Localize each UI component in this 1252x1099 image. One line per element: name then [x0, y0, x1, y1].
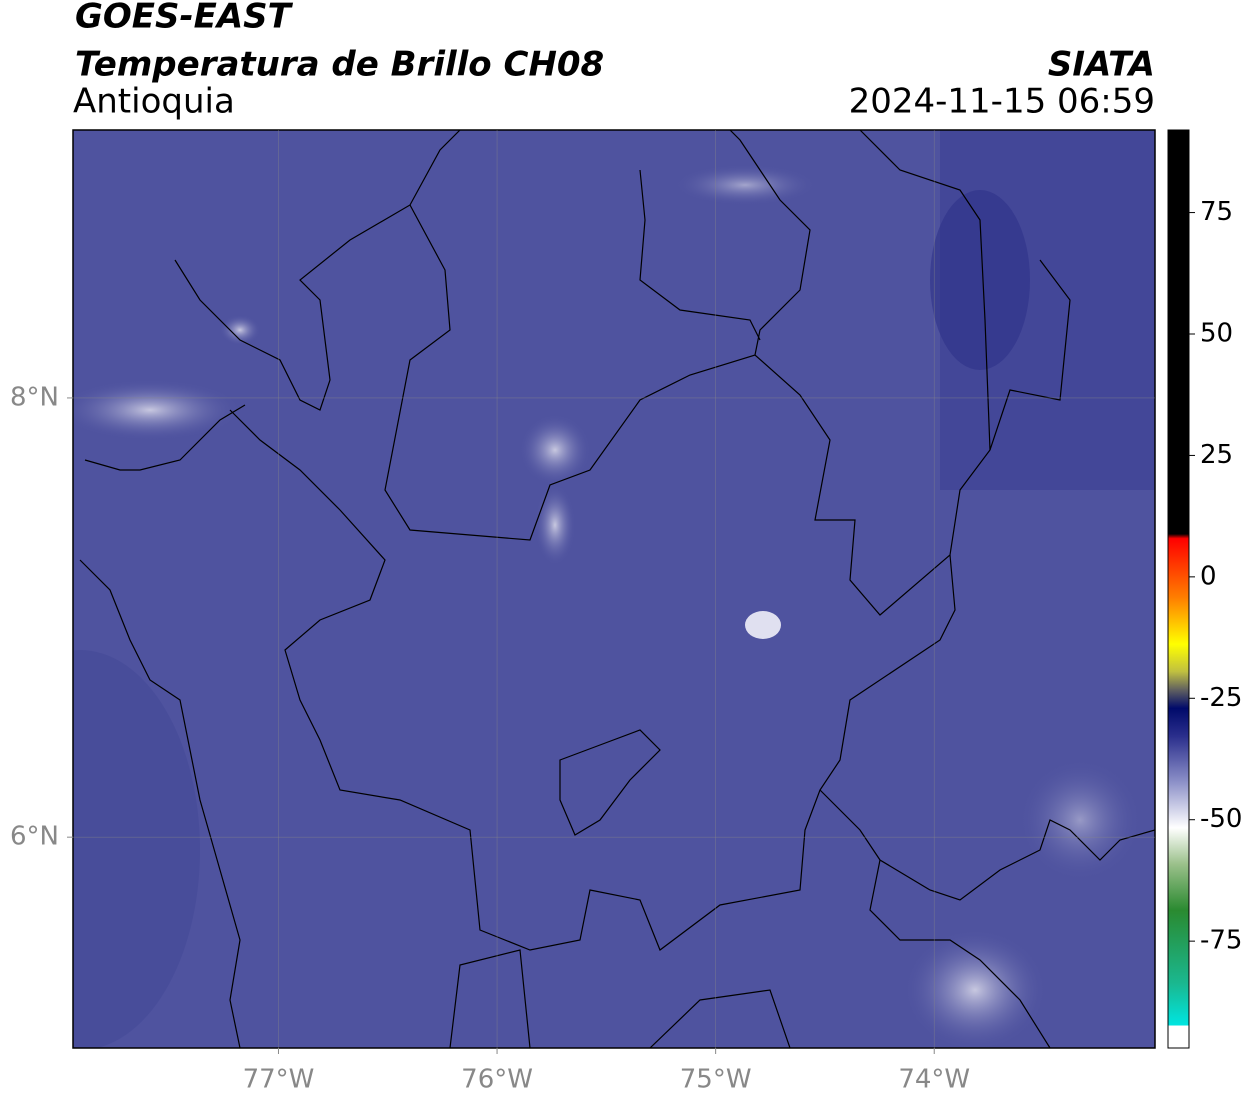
x-tick-label: 75°W: [680, 1065, 752, 1095]
map-image: [73, 130, 1155, 1048]
source: SIATA: [1048, 45, 1155, 85]
map-frame: [72, 129, 1156, 1049]
x-tick-label: 77°W: [243, 1065, 315, 1095]
colorbar-tick-label: -50: [1200, 804, 1242, 834]
y-tick-label: 8°N: [10, 382, 59, 412]
satellite-title: GOES-EAST: [75, 0, 294, 37]
x-tick-label: 74°W: [898, 1065, 970, 1095]
x-tick-label: 76°W: [461, 1065, 533, 1095]
region: Antioquia: [73, 82, 235, 122]
y-tick-label: 6°N: [10, 822, 59, 852]
colorbar: [1167, 129, 1190, 1049]
colorbar-tick-label: 75: [1200, 197, 1233, 227]
datetime: 2024-11-15 06:59: [849, 82, 1155, 122]
colorbar-tick-label: 25: [1200, 440, 1233, 470]
product-title: Temperatura de Brillo CH08: [75, 45, 604, 85]
colorbar-tick-label: 0: [1200, 561, 1217, 591]
colorbar-tick-label: -75: [1200, 926, 1242, 956]
colorbar-tick-label: 50: [1200, 319, 1233, 349]
colorbar-tick-label: -25: [1200, 683, 1242, 713]
